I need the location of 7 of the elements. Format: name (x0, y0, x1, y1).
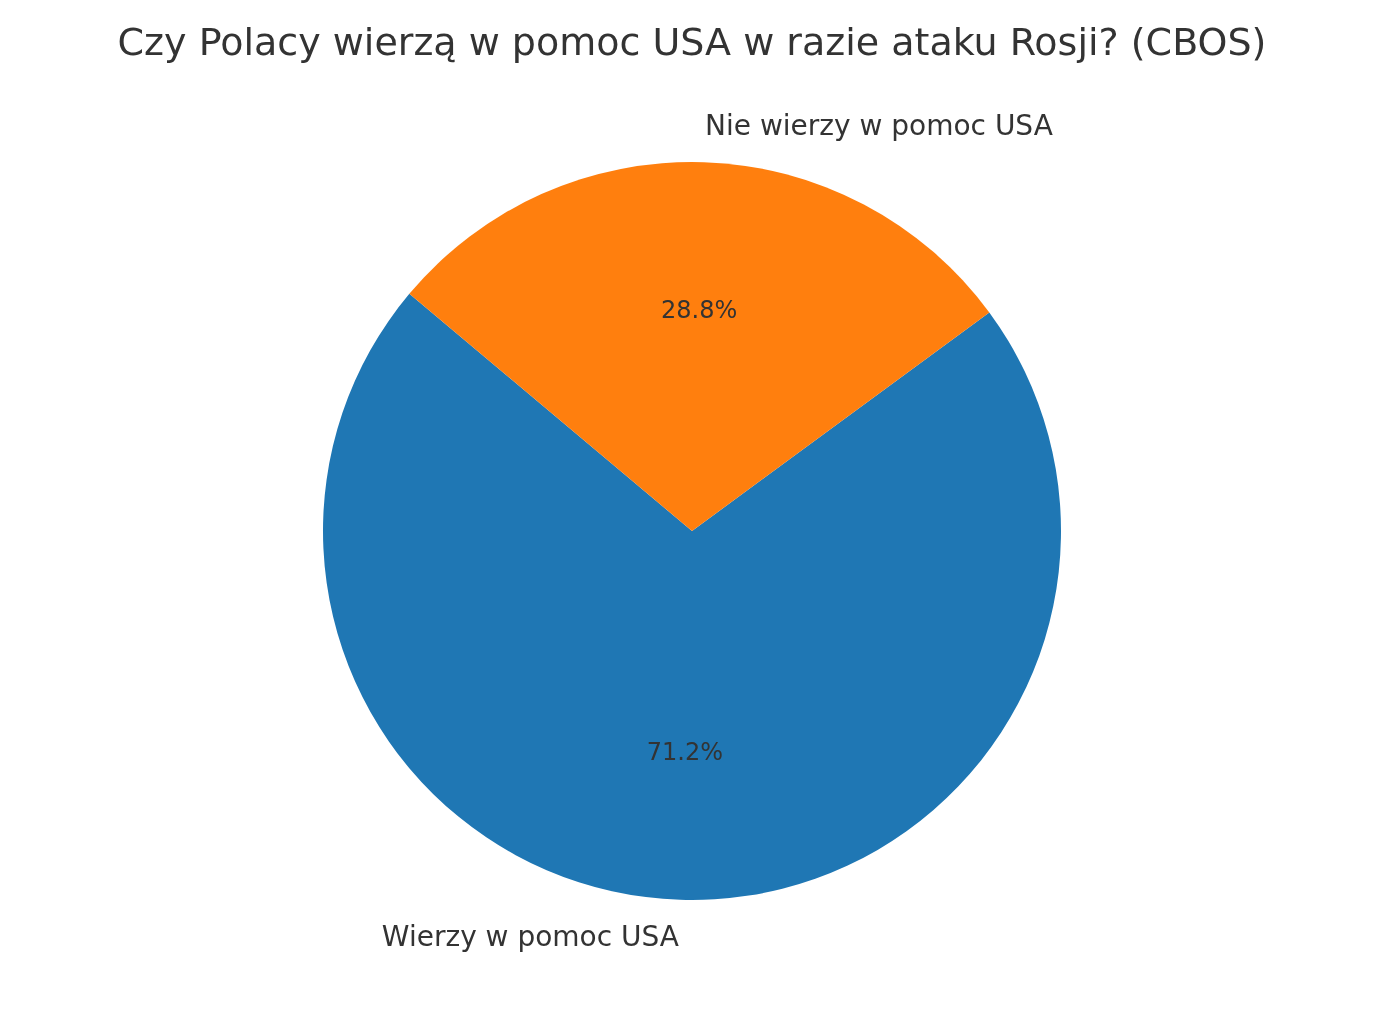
pie-slice (409, 162, 990, 531)
pie-slice (323, 293, 1061, 900)
slice-label: Nie wierzy w pomoc USA (705, 108, 1053, 142)
slice-label: Wierzy w pomoc USA (381, 920, 679, 954)
data-label: 71.2% (646, 738, 724, 767)
chart-title: Czy Polacy wierzą w pomoc USA w razie ataku Rosji? (CBOS) (117, 20, 1267, 64)
data-label: 28.8% (660, 295, 738, 324)
